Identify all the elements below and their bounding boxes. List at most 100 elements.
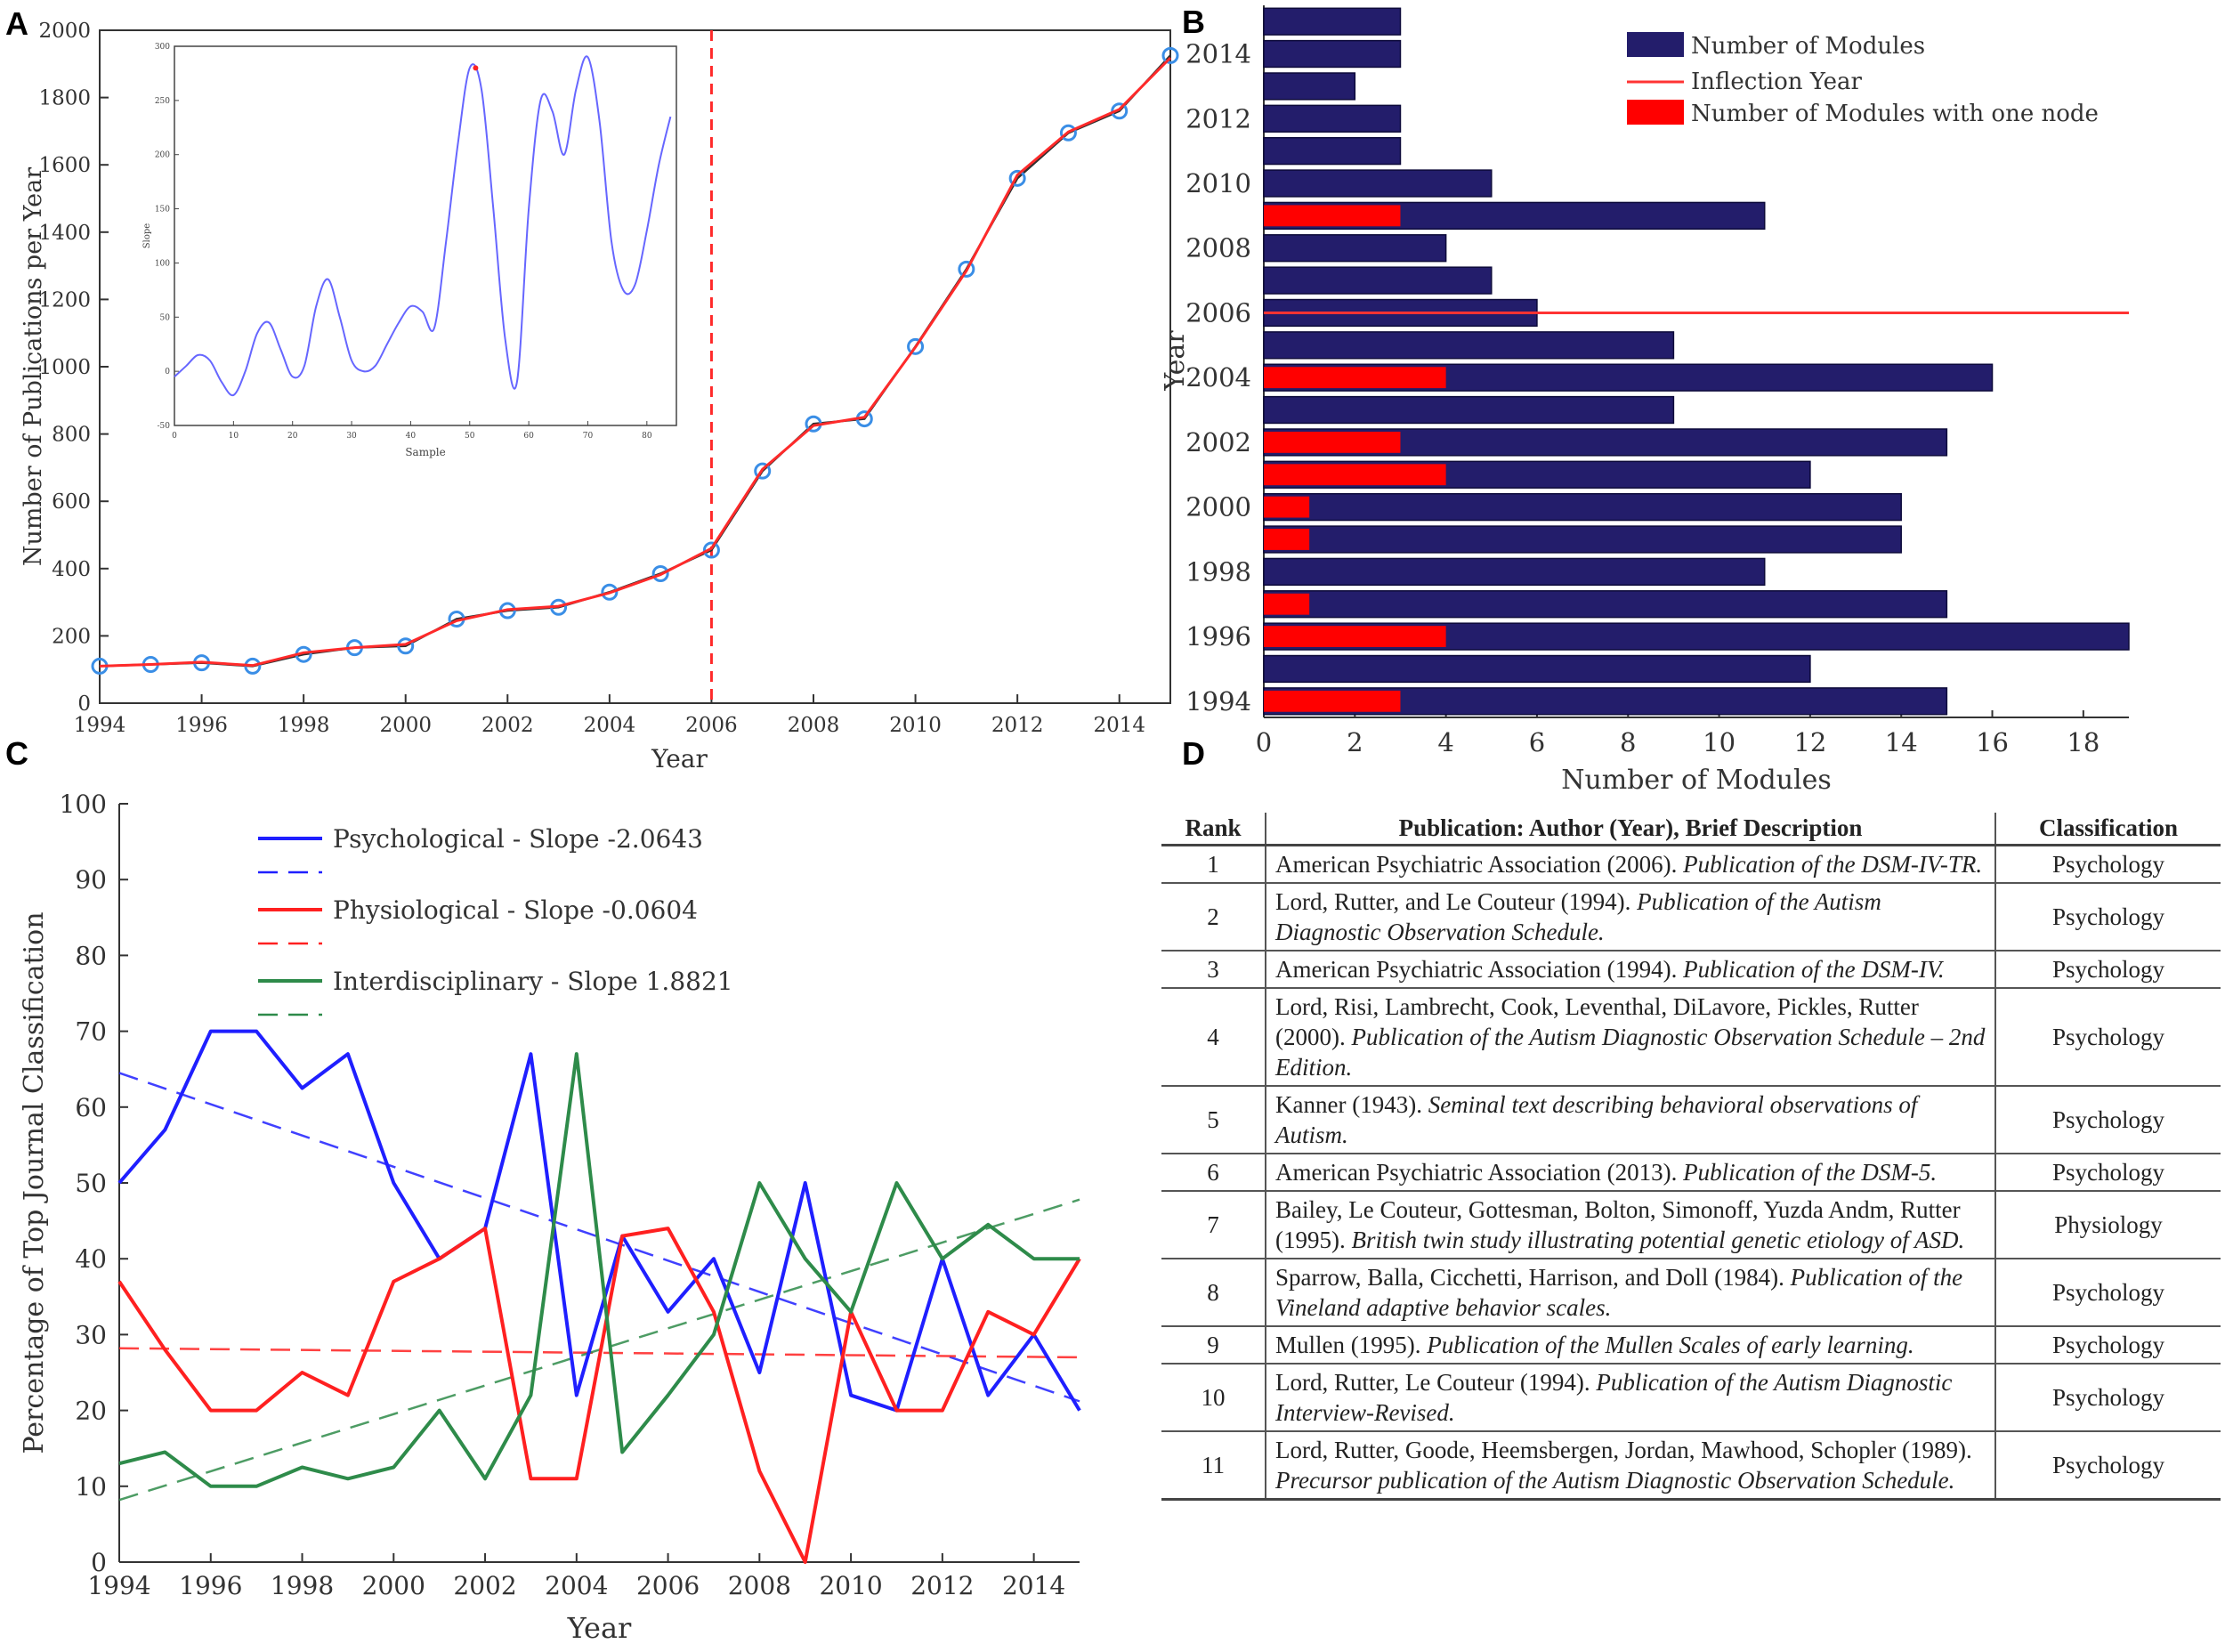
- publication-description: Publication of the Vineland adaptive beh…: [1275, 1264, 1963, 1321]
- x-tick-label: 2012: [910, 1571, 974, 1600]
- classification-cell: Psychology: [1994, 1430, 2221, 1501]
- publication-description: Publication of the Autism Diagnostic Obs…: [1275, 1024, 1986, 1081]
- publication-author: Lord, Rutter, Goode, Heemsbergen, Jordan…: [1275, 1437, 1972, 1463]
- table-row: 9 Mullen (1995). Publication of the Mulle…: [1161, 1325, 2221, 1364]
- table-header-row: Rank Publication: Author (Year), Brief D…: [1161, 813, 2221, 846]
- y-tick-label: 200: [52, 625, 91, 648]
- publication-description: Seminal text describing behavioral obser…: [1275, 1091, 1918, 1148]
- rank-cell: 2: [1161, 882, 1266, 951]
- inset-y-tick-label: -50: [158, 422, 171, 431]
- publication-description: Precursor publication of the Autism Diag…: [1275, 1467, 1955, 1494]
- module-bar: [1263, 525, 1902, 554]
- one-node-module-bar: [1264, 432, 1401, 453]
- x-tick-label: 14: [1885, 727, 1918, 757]
- y-axis-label: Year: [1160, 330, 1191, 392]
- classification-cell: Psychology: [1994, 950, 2221, 988]
- publication-cell: Kanner (1943). Seminal text describing b…: [1265, 1085, 1995, 1154]
- panel-letter-b: B: [1182, 4, 1205, 40]
- y-axis-label: Number of Publications per Year: [20, 167, 47, 566]
- inset-x-tick-label: 70: [583, 432, 594, 441]
- one-node-module-bar: [1264, 464, 1446, 486]
- table-row: 1 American Psychiatric Association (2006)…: [1161, 844, 2221, 883]
- classification-cell: Psychology: [1994, 844, 2221, 883]
- journal-classification-chart: 0 10 20 30 40 50 60 70 80 90 100 1994 1996 1998 2000 20…: [19, 790, 1081, 1645]
- y-tick-label: 1600: [38, 154, 91, 177]
- inset-x-tick-label: 30: [346, 432, 357, 441]
- y-tick-label: 1400: [38, 222, 91, 245]
- publication-author: Kanner (1943).: [1275, 1091, 1428, 1118]
- rank-cell: 11: [1161, 1430, 1266, 1501]
- y-tick-label: 1200: [38, 288, 91, 312]
- data-point-marker: [958, 260, 975, 278]
- classification-cell: Psychology: [1994, 1325, 2221, 1364]
- classification-cell: Psychology: [1994, 987, 2221, 1086]
- one-node-module-bar: [1264, 593, 1310, 615]
- panel-letter-a: A: [5, 5, 28, 42]
- publication-cell: Lord, Rutter, and Le Couteur (1994). Pub…: [1265, 882, 1995, 951]
- one-node-module-bar: [1264, 529, 1310, 550]
- data-point-marker: [601, 583, 619, 601]
- x-tick-label: 2010: [819, 1571, 882, 1600]
- legend-label: Psychological - Slope -2.0643: [333, 824, 703, 854]
- y-tick-label: 1000: [38, 356, 91, 379]
- data-point-marker: [754, 462, 772, 480]
- y-tick-label: 0: [77, 692, 91, 716]
- rank-cell: 10: [1161, 1363, 1266, 1431]
- x-tick-label: 1994: [87, 1571, 150, 1600]
- legend-swatch-modules: [1627, 32, 1684, 57]
- y-tick-label: 2012: [1185, 103, 1251, 134]
- y-tick-label: 1800: [38, 87, 91, 110]
- series-line: [118, 1052, 1080, 1488]
- table-row: 10 Lord, Rutter, Le Couteur (1994). Publi…: [1161, 1363, 2221, 1431]
- y-tick-label: 1994: [1185, 686, 1251, 717]
- publication-description: Publication of the DSM-5.: [1683, 1159, 1938, 1186]
- module-bar: [1263, 104, 1402, 133]
- x-tick-label: 2000: [379, 714, 432, 737]
- data-point-marker: [702, 541, 720, 559]
- y-tick-label: 1996: [1185, 621, 1251, 652]
- classification-cell: Physiology: [1994, 1190, 2221, 1259]
- inset-y-tick-label: 250: [155, 97, 170, 106]
- legend-swatch-one-node: [1627, 100, 1684, 125]
- publication-cell: Lord, Risi, Lambrecht, Cook, Leventhal, …: [1265, 987, 1995, 1086]
- one-node-module-bar: [1264, 367, 1446, 389]
- one-node-module-bar: [1264, 205, 1401, 227]
- y-tick-label: 70: [75, 1017, 107, 1047]
- y-tick-label: 600: [52, 490, 91, 514]
- table-row: 8 Sparrow, Balla, Cicchetti, Harrison, an…: [1161, 1258, 2221, 1326]
- x-tick-label: 1996: [175, 714, 228, 737]
- x-tick-label: 2002: [481, 714, 534, 737]
- rank-cell: 6: [1161, 1153, 1266, 1191]
- module-bar: [1263, 7, 1402, 36]
- rank-cell: 4: [1161, 987, 1266, 1086]
- panel-b: 0 2 4 6 8 10 12 14 16 18 1994 1996 1998 2000 2002 2004 2…: [1148, 0, 2225, 801]
- publication-description: British twin study illustrating potentia…: [1351, 1227, 1965, 1253]
- panel-d-publication-table: Rank Publication: Author (Year), Brief D…: [1161, 813, 2221, 1649]
- publication-description: Publication of the DSM-IV.: [1683, 956, 1945, 983]
- y-tick-label: 50: [75, 1169, 107, 1198]
- y-tick-label: 0: [91, 1548, 107, 1577]
- x-tick-label: 2004: [545, 1571, 608, 1600]
- panel-letter-c: C: [5, 735, 28, 772]
- publication-cell: Sparrow, Balla, Cicchetti, Harrison, and…: [1265, 1258, 1995, 1326]
- y-tick-label: 2000: [38, 20, 91, 43]
- x-tick-label: 1994: [74, 714, 126, 737]
- module-bar: [1263, 72, 1356, 101]
- publication-author: Sparrow, Balla, Cicchetti, Harrison, and…: [1275, 1264, 1791, 1291]
- trend-line: [118, 1072, 1080, 1403]
- module-bar: [1263, 492, 1902, 522]
- x-tick-label: 2014: [1002, 1571, 1065, 1600]
- x-tick-label: 1998: [271, 1571, 334, 1600]
- x-axis-label: Year: [567, 1611, 632, 1645]
- legend-label-inflection: Inflection Year: [1691, 69, 1863, 95]
- data-point-marker: [1008, 169, 1026, 187]
- x-tick-label: 1996: [179, 1571, 242, 1600]
- data-point-marker: [1161, 46, 1179, 64]
- rank-cell: 8: [1161, 1258, 1266, 1326]
- inset-x-tick-label: 20: [287, 432, 298, 441]
- y-axis-label: Percentage of Top Journal Classification: [19, 911, 50, 1454]
- inset-x-tick-label: 40: [406, 432, 417, 441]
- publications-per-year-chart: 0200400600800100012001400160018002000199…: [20, 20, 1179, 773]
- y-tick-label: 100: [60, 790, 107, 819]
- y-tick-label: 1998: [1185, 556, 1251, 587]
